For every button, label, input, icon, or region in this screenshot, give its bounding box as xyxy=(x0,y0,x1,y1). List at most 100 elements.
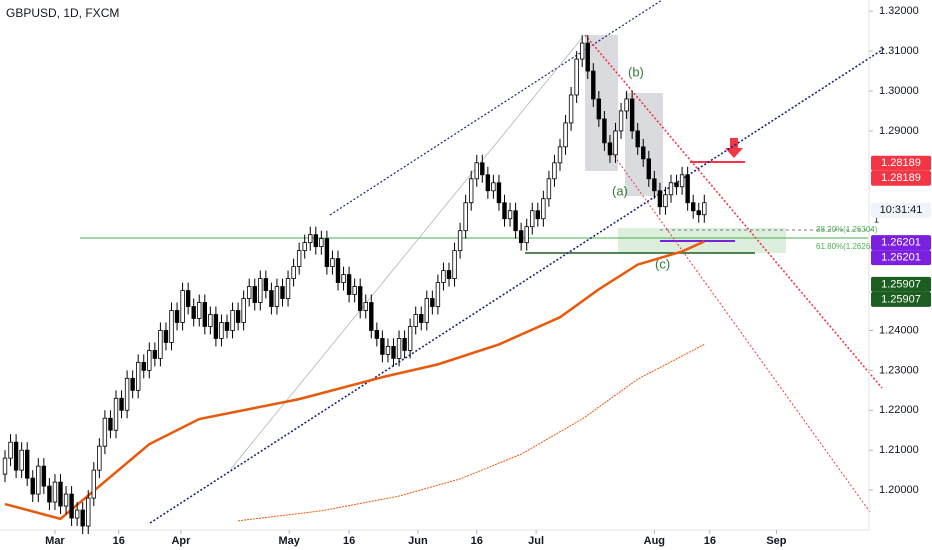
candle-body xyxy=(568,94,574,124)
candle-body xyxy=(652,178,657,192)
price-badge-label: 1.25907 xyxy=(881,293,921,305)
candle-body xyxy=(19,449,24,471)
candle-body xyxy=(468,178,474,204)
candle-body xyxy=(102,417,108,447)
candle-body xyxy=(457,230,463,252)
candle-body xyxy=(363,302,368,311)
y-tick-label: 1.29000 xyxy=(879,125,919,137)
candle-body xyxy=(552,162,557,180)
candle-body xyxy=(80,509,85,527)
candle-body xyxy=(319,238,324,248)
candle-body xyxy=(546,178,552,200)
candle-body xyxy=(213,314,219,339)
candle-body xyxy=(663,194,668,208)
candle-body xyxy=(580,42,585,60)
fib-label: 38.20%(1.26304) xyxy=(816,225,878,234)
candle-body xyxy=(47,485,52,503)
candle-body xyxy=(430,298,435,307)
price-badge-label: 1.26201 xyxy=(881,252,921,264)
candle-body xyxy=(224,322,230,331)
candle-body xyxy=(607,142,613,156)
candle-body xyxy=(596,98,602,120)
candle-body xyxy=(335,258,341,283)
candle-body xyxy=(507,210,513,220)
x-tick-label: Mar xyxy=(45,535,65,547)
candle-body xyxy=(452,250,457,279)
candle-body xyxy=(424,298,429,323)
candle-body xyxy=(241,298,246,323)
candle-body xyxy=(52,481,58,503)
candle-body xyxy=(485,174,491,192)
x-tick-label: Aug xyxy=(644,535,665,547)
candle-body xyxy=(380,338,385,355)
price-badge xyxy=(871,235,931,251)
candle-body xyxy=(535,210,540,220)
y-tick-label: 1.31000 xyxy=(879,45,919,57)
candle-body xyxy=(169,310,174,343)
candle-body xyxy=(30,477,35,495)
candle-body xyxy=(74,509,80,519)
trend-line xyxy=(329,0,663,216)
candle-body xyxy=(191,306,196,319)
candle-body xyxy=(491,182,496,192)
channel-line xyxy=(609,149,871,513)
price-badge xyxy=(871,170,931,186)
wave-label: (b) xyxy=(628,64,644,79)
candle-body xyxy=(702,202,707,216)
y-tick-label: 1.22000 xyxy=(879,404,919,416)
candle-body xyxy=(674,182,679,188)
candle-body xyxy=(396,338,402,359)
candle-body xyxy=(130,377,135,391)
price-badge-label: 1.28189 xyxy=(881,172,921,184)
candle-body xyxy=(635,130,640,148)
candle-body xyxy=(158,330,163,359)
x-tick-label: 16 xyxy=(113,535,125,547)
candle-body xyxy=(419,314,424,323)
candle-body xyxy=(413,314,418,327)
candle-body xyxy=(269,290,274,307)
wave-box xyxy=(585,35,618,171)
candle-body xyxy=(385,346,391,355)
candle-body xyxy=(69,493,74,519)
candle-body xyxy=(435,282,441,307)
y-tick-label: 1.21000 xyxy=(879,444,919,456)
y-tick-label: 1.30000 xyxy=(879,85,919,97)
moving-average xyxy=(238,343,705,522)
candle-body xyxy=(513,210,518,232)
candle-body xyxy=(691,202,696,212)
candle-body xyxy=(374,330,380,339)
x-tick-label: Apr xyxy=(171,535,191,547)
candle-body xyxy=(657,190,663,208)
price-badge xyxy=(871,276,931,292)
candle-body xyxy=(296,250,302,267)
candle-body xyxy=(108,417,113,431)
x-tick-label: 16 xyxy=(704,535,716,547)
price-badge xyxy=(871,155,931,171)
candle-body xyxy=(369,302,374,331)
candle-body xyxy=(185,290,191,307)
candle-body xyxy=(618,110,624,132)
candle-body xyxy=(86,497,91,527)
candle-body xyxy=(280,286,285,299)
price-badge-label: 1.28189 xyxy=(881,157,921,169)
candle-body xyxy=(624,98,629,112)
fib-label: 61.80%(1.26268) xyxy=(816,242,878,251)
candle-body xyxy=(557,146,563,164)
x-tick-label: May xyxy=(278,535,300,547)
candle-body xyxy=(679,174,685,188)
candle-body xyxy=(463,202,468,232)
candle-body xyxy=(41,465,47,487)
candle-body xyxy=(402,338,407,351)
candle-body xyxy=(58,481,63,507)
drawings xyxy=(80,0,886,524)
candle-body xyxy=(230,310,235,331)
candle-body xyxy=(163,330,169,343)
y-tick-label: 1.23000 xyxy=(879,364,919,376)
x-tick-label: 16 xyxy=(343,535,355,547)
fib-label: 1 xyxy=(874,214,879,224)
candle-body xyxy=(113,397,119,431)
y-tick-label: 1.20000 xyxy=(879,484,919,496)
candle-body xyxy=(668,182,674,196)
price-badge xyxy=(871,202,931,218)
